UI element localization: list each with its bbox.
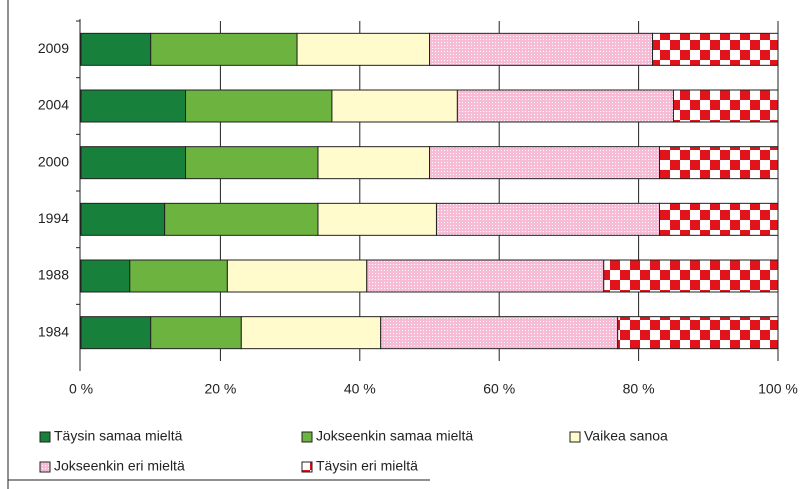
x-tick-label: 60 % [483, 381, 515, 397]
bar-segment [185, 89, 333, 123]
bar-segment [80, 146, 187, 180]
bar-segment [456, 89, 674, 123]
y-tick-label: 1988 [38, 267, 69, 283]
bar-segment [80, 32, 152, 66]
bar-segment [652, 32, 779, 66]
y-tick-label: 2000 [38, 153, 69, 169]
bar-segment [129, 259, 228, 293]
bar-segment [164, 202, 319, 236]
bar-segment [185, 146, 319, 180]
legend-label: Täysin samaa mieltä [54, 428, 183, 444]
legend-swatch [39, 461, 51, 473]
bar-segment [226, 259, 368, 293]
legend-label: Täysin eri mieltä [316, 458, 418, 474]
bar-segment [659, 146, 779, 180]
bar-segment [429, 32, 654, 66]
bar-segment [80, 259, 131, 293]
legend-label: Jokseenkin samaa mieltä [316, 428, 473, 444]
x-tick-label: 100 % [758, 381, 798, 397]
legend-swatch [301, 431, 313, 443]
bar-segment [366, 259, 605, 293]
bar-segment [80, 89, 187, 123]
bar-segment [80, 202, 166, 236]
legend-swatch [569, 431, 581, 443]
bar-segment [317, 146, 431, 180]
y-tick-label: 1984 [38, 323, 69, 339]
y-tick-label: 2004 [38, 97, 69, 113]
bar-segment [331, 89, 458, 123]
x-tick-label: 0 % [69, 381, 93, 397]
bar-segment [240, 316, 382, 350]
bar-segment [659, 202, 779, 236]
bar-segment [429, 146, 661, 180]
bar-segment [150, 316, 242, 350]
legend-label: Jokseenkin eri mieltä [54, 458, 185, 474]
legend-swatch [301, 461, 313, 473]
bar-segment [150, 32, 298, 66]
bar-segment [380, 316, 619, 350]
bar-segment [603, 259, 779, 293]
x-tick-label: 20 % [204, 381, 236, 397]
x-tick-label: 40 % [344, 381, 376, 397]
legend-swatch [39, 431, 51, 443]
bar-segment [435, 202, 661, 236]
bar-segment [296, 32, 430, 66]
legend-label: Vaikea sanoa [584, 428, 668, 444]
bar-segment [317, 202, 437, 236]
bar-segment [80, 316, 152, 350]
bar-segment [617, 316, 779, 350]
bar-segment [672, 89, 779, 123]
y-tick-label: 1994 [38, 210, 69, 226]
y-tick-label: 2009 [38, 40, 69, 56]
x-tick-label: 80 % [623, 381, 655, 397]
